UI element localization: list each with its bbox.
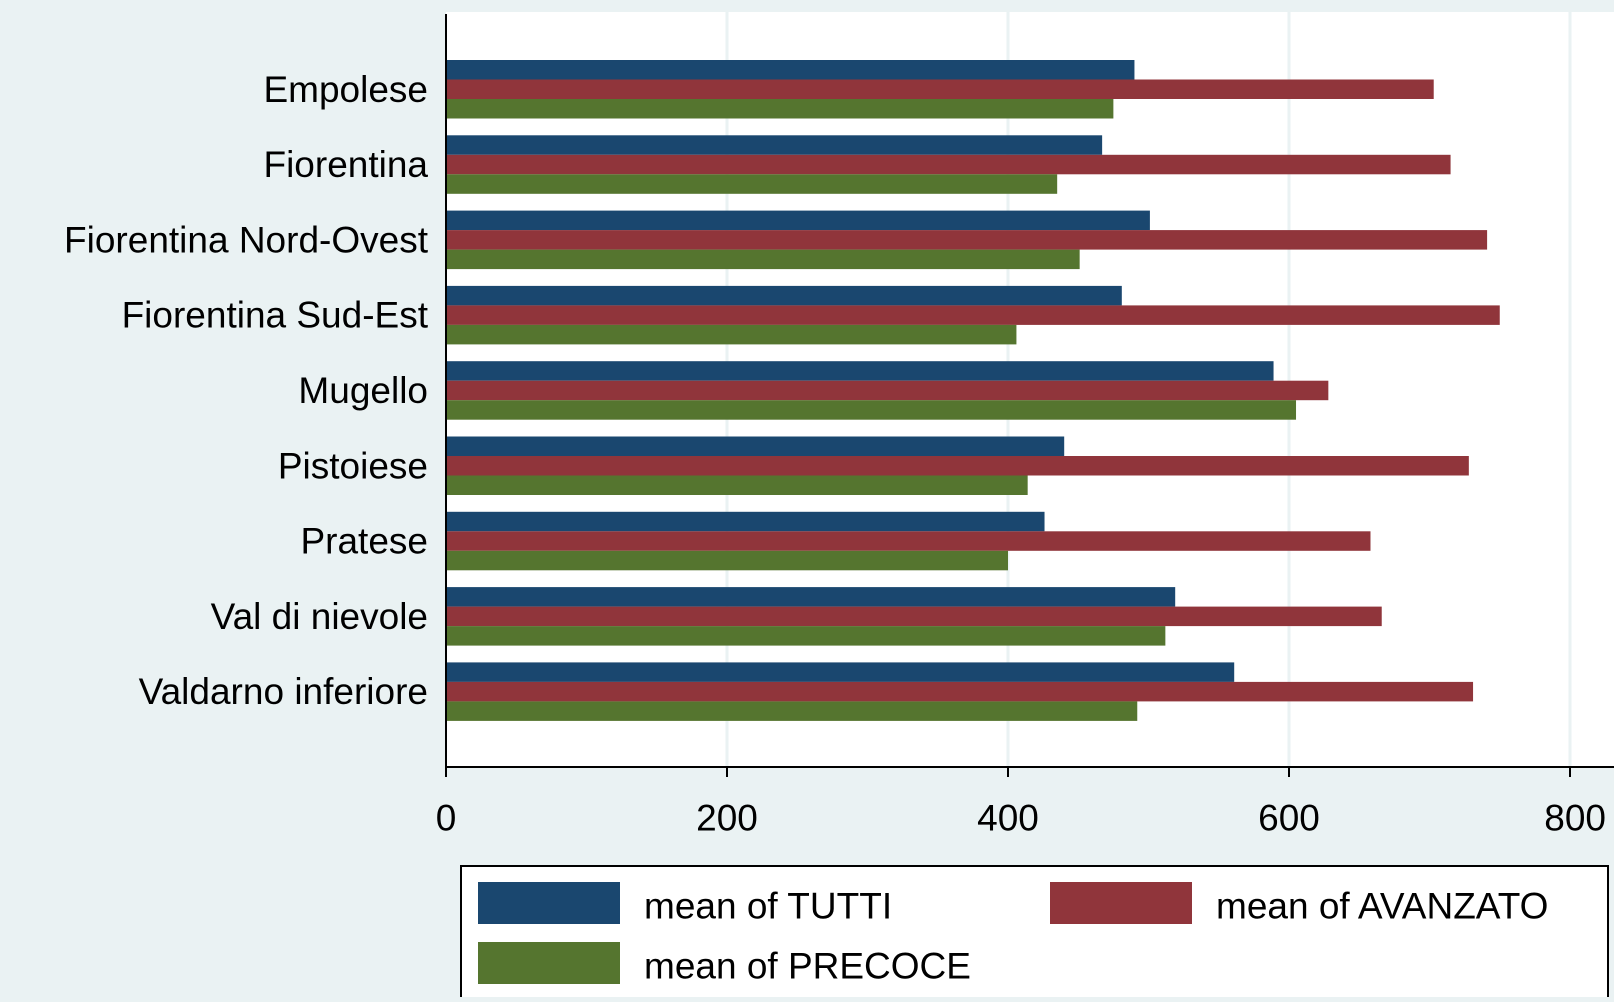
bar: [446, 361, 1274, 381]
bar: [446, 626, 1166, 646]
bar: [446, 587, 1176, 607]
bar: [446, 249, 1080, 270]
bar: [446, 99, 1114, 119]
bar: [446, 550, 1008, 571]
bar: [446, 380, 1329, 401]
bar: [446, 400, 1297, 420]
category-label: Pratese: [300, 521, 428, 562]
bar: [446, 210, 1150, 231]
bar: [446, 475, 1028, 495]
x-tick-label: 200: [696, 798, 758, 839]
x-tick-label: 400: [977, 798, 1039, 839]
category-label: Mugello: [298, 370, 428, 411]
bar: [446, 606, 1382, 627]
category-label: Val di nievole: [211, 596, 428, 637]
bar: [446, 174, 1058, 194]
bar: [446, 230, 1488, 250]
bar: [446, 60, 1135, 80]
category-label: Fiorentina Sud-Est: [122, 295, 429, 336]
legend-label: mean of PRECOCE: [644, 946, 971, 987]
bar: [446, 681, 1474, 702]
category-label: Fiorentina Nord-Ovest: [64, 219, 429, 260]
category-label: Valdarno inferiore: [139, 671, 428, 712]
bar: [446, 154, 1451, 175]
legend: mean of TUTTI mean of AVANZATO mean of PRE…: [460, 865, 1609, 1002]
bar: [446, 662, 1235, 682]
bar: [446, 285, 1122, 306]
category-label: Empolese: [263, 69, 428, 110]
legend-swatch: [1050, 882, 1192, 924]
category-label: Pistoiese: [278, 445, 428, 486]
legend-box: [460, 865, 1609, 1002]
bar: [446, 436, 1065, 456]
bar: [446, 456, 1469, 476]
bar: [446, 511, 1045, 532]
bars: [446, 60, 1500, 721]
bar: [446, 324, 1017, 345]
legend-swatch: [478, 882, 620, 924]
legend-label: mean of AVANZATO: [1216, 886, 1548, 927]
bar: [446, 531, 1371, 551]
legend-label: mean of TUTTI: [644, 886, 892, 927]
x-tick-label: 600: [1258, 798, 1320, 839]
legend-swatch: [478, 942, 620, 984]
bar: [446, 701, 1138, 721]
axes: Empolese Fiorentina Fiorentina Nord-Ovest F…: [64, 14, 1614, 839]
x-tick-label: 800: [1544, 798, 1606, 839]
bar: [446, 135, 1103, 155]
bar: [446, 305, 1500, 325]
bar: [446, 79, 1434, 99]
category-label: Fiorentina: [263, 144, 428, 185]
x-tick-label: 0: [436, 798, 457, 839]
